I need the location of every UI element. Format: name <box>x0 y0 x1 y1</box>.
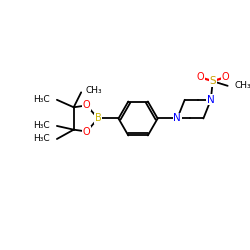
Text: O: O <box>83 100 90 110</box>
Text: N: N <box>207 95 215 105</box>
Text: N: N <box>174 114 181 124</box>
Text: S: S <box>210 76 216 86</box>
Text: O: O <box>83 126 90 136</box>
Text: H₃C: H₃C <box>33 134 50 143</box>
Text: O: O <box>197 72 204 83</box>
Text: B: B <box>94 114 101 124</box>
Text: H₃C: H₃C <box>33 95 50 104</box>
Text: CH₃: CH₃ <box>234 81 250 90</box>
Text: H₃C: H₃C <box>33 122 50 130</box>
Text: O: O <box>221 72 229 83</box>
Text: CH₃: CH₃ <box>86 86 102 95</box>
